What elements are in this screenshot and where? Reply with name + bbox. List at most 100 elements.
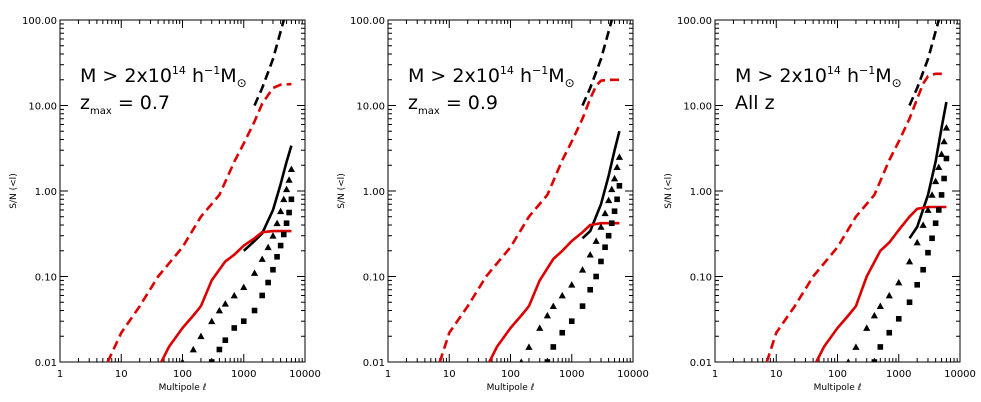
x-tick-label: 10000 xyxy=(944,369,976,380)
triangle-marker xyxy=(285,176,293,183)
dashed-line-black xyxy=(581,20,614,107)
triangle-marker xyxy=(543,311,551,319)
triangle-marker xyxy=(913,238,921,246)
triangle-marker xyxy=(870,311,878,319)
solid-line-red xyxy=(815,205,947,362)
series-group xyxy=(438,20,624,362)
triangle-marker xyxy=(287,165,296,173)
triangle-marker xyxy=(189,345,197,353)
y-tick-label: 100.00 xyxy=(677,16,712,27)
triangle-marker xyxy=(615,153,624,160)
x-tick-label: 100 xyxy=(828,369,847,380)
square-marker xyxy=(895,316,902,322)
square-marker xyxy=(559,329,566,336)
square-marker xyxy=(550,344,557,350)
triangle-marker xyxy=(928,191,936,198)
square-marker xyxy=(929,235,935,242)
redshift-annotation: zmax = 0.7 xyxy=(80,92,170,117)
solid-line-black xyxy=(242,145,293,252)
square-marker xyxy=(941,175,947,182)
triangle-marker xyxy=(208,317,216,325)
x-tick-label: 1000 xyxy=(231,369,256,380)
triangle-marker xyxy=(273,219,281,227)
y-axis-title: S/N (<l) xyxy=(9,173,19,208)
mass-cut-annotation: M > 2x1014 h−1M⊙ xyxy=(735,64,902,90)
triangle-marker xyxy=(264,243,272,251)
x-tick-label: 1000 xyxy=(559,369,584,380)
square-marker xyxy=(906,299,913,306)
x-tick-label: 10000 xyxy=(289,369,321,380)
square-marker xyxy=(568,318,575,325)
square-marker xyxy=(579,303,586,309)
square-marker xyxy=(216,346,223,353)
triangle-marker xyxy=(597,223,605,230)
triangle-marker xyxy=(536,324,544,331)
x-tick-label: 10 xyxy=(770,369,783,380)
triangle-marker xyxy=(558,291,566,299)
triangle-marker xyxy=(937,150,946,157)
square-marker xyxy=(932,220,939,227)
square-marker xyxy=(208,359,215,362)
square-marker xyxy=(614,196,620,203)
square-marker xyxy=(286,209,292,216)
mass-cut-annotation: M > 2x1014 h−1M⊙ xyxy=(408,64,575,90)
x-tick-label: 10 xyxy=(115,369,128,380)
y-tick-label: 10.00 xyxy=(356,102,385,113)
triangle-marker xyxy=(586,251,594,258)
solid-line-red xyxy=(488,221,620,362)
triangle-marker xyxy=(932,177,940,185)
square-marker xyxy=(544,359,551,362)
square-marker xyxy=(283,220,290,227)
triangle-marker xyxy=(578,266,587,273)
panel-1: 1 10 100 1000 10000 0.01 0.10 1.00 10.00 100.00 Mu… xyxy=(9,16,321,393)
triangle-marker xyxy=(610,174,619,182)
x-tick-label: 10 xyxy=(443,369,456,380)
square-marker xyxy=(877,344,884,350)
triangle-marker xyxy=(885,291,893,299)
x-tick-label: 10000 xyxy=(617,369,649,380)
square-marker xyxy=(938,192,945,198)
y-tick-label: 10.00 xyxy=(683,102,712,113)
triangle-marker xyxy=(282,185,291,193)
y-tick-label: 0.01 xyxy=(35,358,57,369)
square-marker xyxy=(593,273,599,280)
triangle-marker xyxy=(258,255,266,262)
triangle-marker xyxy=(180,358,185,362)
square-marker xyxy=(935,207,942,213)
triangle-marker xyxy=(919,221,927,228)
series-group xyxy=(106,20,296,362)
redshift-annotation: All z xyxy=(735,92,775,114)
square-marker xyxy=(608,220,615,227)
y-tick-label: 0.01 xyxy=(690,358,712,369)
x-tick-label: 1000 xyxy=(886,369,911,380)
triangle-marker xyxy=(568,281,576,288)
triangle-marker xyxy=(221,300,229,307)
square-marker xyxy=(231,325,238,331)
square-marker xyxy=(251,307,258,314)
y-tick-label: 1.00 xyxy=(35,187,57,198)
x-tick-label: 1 xyxy=(385,369,391,380)
square-marker xyxy=(259,292,265,299)
triangle-marker xyxy=(935,163,943,171)
square-marker xyxy=(587,286,593,293)
y-tick-label: 0.01 xyxy=(363,358,385,369)
y-tick-label: 0.10 xyxy=(363,273,385,284)
mass-cut-annotation: M > 2x1014 h−1M⊙ xyxy=(80,64,247,90)
series-group xyxy=(765,20,951,362)
triangle-marker xyxy=(846,358,851,362)
square-marker xyxy=(943,155,950,162)
triangle-marker xyxy=(230,291,238,299)
panel-2: 1 10 100 1000 10000 0.01 0.10 1.00 10.00 100.00 Mu… xyxy=(337,16,649,393)
dashed-line-red xyxy=(106,82,292,362)
x-tick-label: 1 xyxy=(712,369,718,380)
triangle-marker xyxy=(924,206,932,213)
dashed-line-black xyxy=(908,20,941,107)
y-tick-label: 100.00 xyxy=(22,16,57,27)
x-axis-title: Multipole ℓ xyxy=(487,383,535,393)
x-tick-label: 100 xyxy=(173,369,192,380)
triangle-marker xyxy=(942,124,951,131)
square-marker xyxy=(605,232,612,239)
triangle-marker xyxy=(895,278,903,286)
square-marker xyxy=(871,359,878,362)
